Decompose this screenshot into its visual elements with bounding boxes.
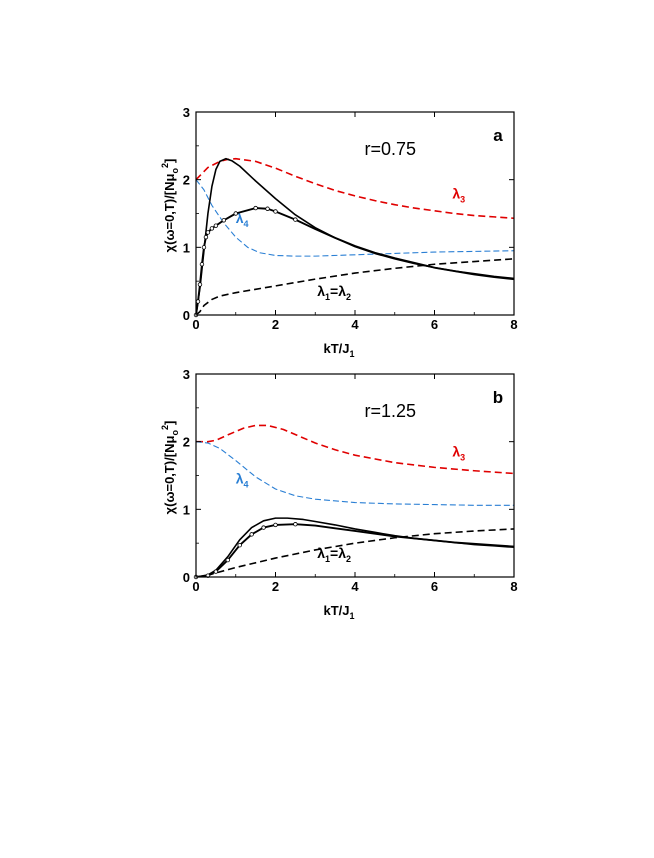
y-axis-label: χ(ω=0,T)/[Nμo2]: [160, 159, 180, 253]
x-axis-label: kT/J1: [323, 341, 354, 359]
x-tick-label: 8: [510, 317, 517, 332]
panel-annotation: r=0.75: [365, 139, 417, 159]
y-axis-label-main: χ(ω=0,T)/[Nμ: [162, 435, 177, 514]
y-axis-label-main: χ(ω=0,T)/[Nμ: [162, 173, 177, 252]
y-axis-label: χ(ω=0,T)/[Nμo2]: [160, 421, 180, 515]
y-axis-label-sub: o: [170, 430, 180, 436]
series-label-2: λ1=λ2: [317, 283, 351, 302]
series-marker-4-4: [237, 543, 242, 548]
x-tick-label: 0: [192, 317, 199, 332]
x-axis-label-main: kT/J: [323, 603, 349, 618]
series-label-mid: =λ: [330, 283, 346, 299]
y-tick-label: 0: [183, 308, 190, 323]
series-label-sub: 1: [325, 554, 330, 564]
series-marker-4-1: [195, 299, 201, 304]
x-tick-label: 8: [510, 579, 517, 594]
series-label-sub: 4: [244, 219, 249, 229]
panel-letter: a: [493, 126, 503, 145]
y-tick-label: 0: [183, 570, 190, 585]
panel-letter: b: [493, 388, 503, 407]
x-axis-label-main: kT/J: [323, 341, 349, 356]
series-label-main: λ: [452, 186, 460, 202]
series-marker-4-9: [221, 218, 227, 223]
panel-annotation: r=1.25: [365, 401, 417, 421]
x-tick-label: 6: [431, 579, 438, 594]
series-marker-4-13: [273, 209, 278, 214]
series-marker-4-3: [225, 557, 230, 563]
series-label-mid: =λ: [330, 545, 346, 561]
series-marker-4-7: [209, 226, 215, 231]
series-label-sub: 3: [460, 453, 465, 463]
series-marker-4-4: [201, 245, 207, 250]
series-marker-4-10: [233, 211, 238, 216]
series-marker-4-6: [261, 525, 266, 530]
y-tick-label: 2: [183, 173, 190, 188]
series-line-0: [196, 424, 514, 475]
y-tick-label: 2: [183, 435, 190, 450]
series-marker-4-8: [293, 522, 298, 527]
series-label-sub2: 2: [346, 292, 351, 302]
x-axis-label-sub: 1: [350, 611, 355, 621]
y-axis-label-sup: 2: [160, 425, 170, 430]
series-line-4: [196, 523, 514, 577]
series-line-2: [196, 258, 514, 315]
series-label-sub: 4: [244, 480, 249, 490]
series-label-2: λ1=λ2: [317, 545, 351, 564]
series-line-1: [196, 179, 514, 257]
x-axis-label: kT/J1: [323, 603, 354, 621]
series-label-sub2: 2: [346, 554, 351, 564]
series-label-sub: 1: [325, 292, 330, 302]
series-line-2: [196, 528, 514, 577]
x-axis-label-sub: 1: [350, 349, 355, 359]
series-marker-4-6: [205, 230, 211, 235]
x-tick-label: 0: [192, 579, 199, 594]
series-marker-4-5: [203, 234, 209, 240]
series-label-main: λ: [236, 210, 244, 226]
series-line-1: [196, 441, 514, 506]
series-label-1: λ4: [236, 471, 249, 490]
y-axis-label-end: ]: [162, 421, 177, 425]
x-tick-label: 4: [351, 579, 359, 594]
series-marker-4-2: [213, 569, 219, 574]
x-tick-label: 6: [431, 317, 438, 332]
series-marker-4-2: [197, 282, 203, 287]
y-axis-label-sup: 2: [160, 163, 170, 168]
series-marker-4-14: [293, 217, 298, 222]
series-label-main: λ: [317, 283, 325, 299]
series-label-main: λ: [317, 545, 325, 561]
x-tick-label: 4: [351, 317, 359, 332]
y-tick-label: 1: [183, 502, 190, 517]
series-label-main: λ: [236, 471, 244, 487]
y-tick-label: 1: [183, 240, 190, 255]
series-marker-4-8: [213, 223, 219, 228]
series-marker-4-7: [273, 522, 278, 528]
y-axis-label-sub: o: [170, 168, 180, 174]
series-label-sub: 3: [460, 195, 465, 205]
y-tick-label: 3: [183, 105, 190, 120]
series-label-main: λ: [452, 444, 460, 460]
series-marker-4-12: [265, 206, 270, 211]
series-marker-4-11: [253, 205, 258, 211]
series-marker-4-5: [249, 532, 254, 537]
series-label-0: λ3: [452, 444, 465, 463]
x-tick-label: 2: [272, 579, 279, 594]
x-tick-label: 2: [272, 317, 279, 332]
y-tick-label: 3: [183, 367, 190, 382]
y-axis-label-end: ]: [162, 159, 177, 163]
series-label-0: λ3: [452, 186, 465, 205]
series-marker-4-3: [199, 262, 205, 267]
series-label-1: λ4: [236, 210, 249, 229]
